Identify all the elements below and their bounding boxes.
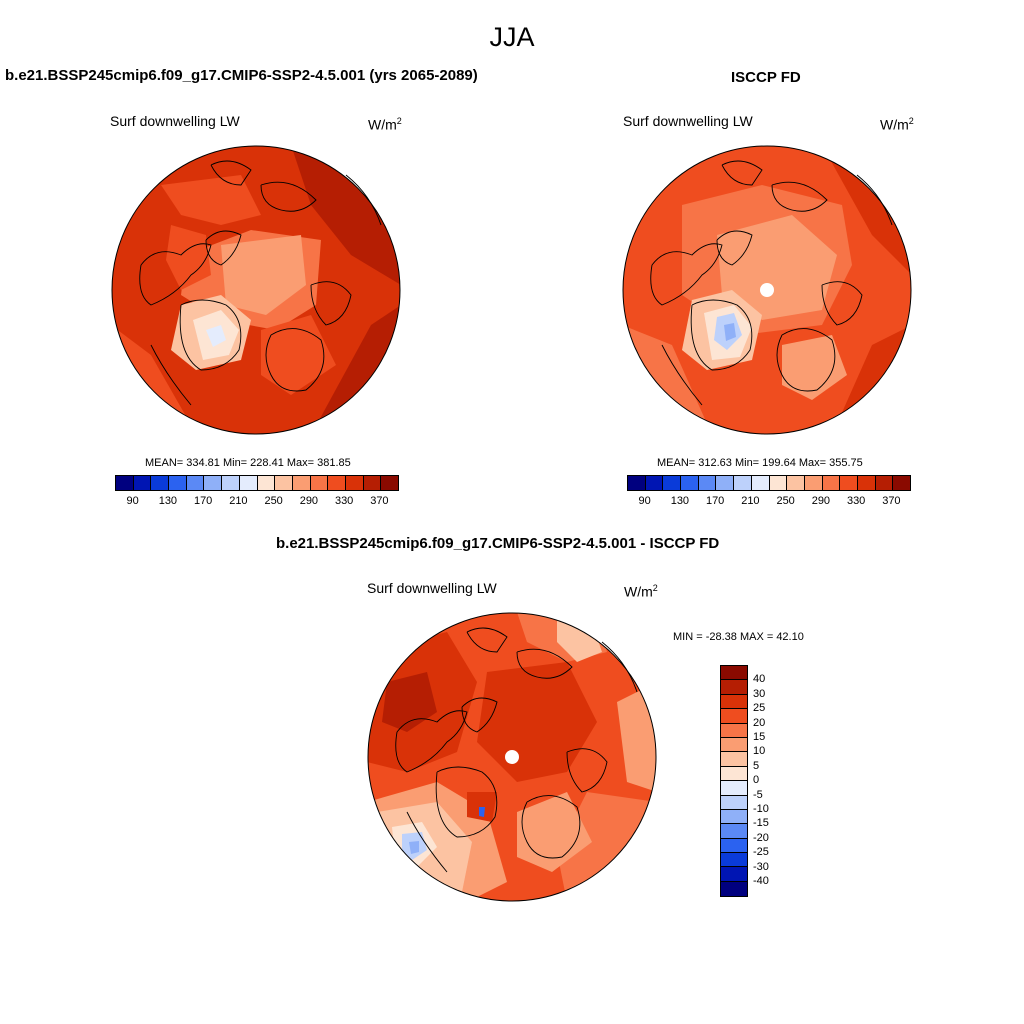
model-panel-title: b.e21.BSSP245cmip6.f09_g17.CMIP6-SSP2-4.… (5, 67, 478, 84)
colorbar-tick-label: -10 (753, 803, 769, 815)
colorbar-tick-label: 370 (882, 495, 901, 507)
colorbar-tick-label: -30 (753, 860, 769, 873)
colorbar-tick-label: 330 (846, 495, 866, 507)
colorbar-tick-label: 330 (334, 495, 354, 507)
diff-colorbar (720, 665, 748, 898)
diff-stats: MIN = -28.38 MAX = 42.10 (673, 631, 804, 643)
obs-colorbar (627, 475, 911, 491)
model-units-label: W/m2 (368, 116, 402, 133)
colorbar-tick-label: 370 (370, 495, 389, 507)
colorbar-swatch (857, 476, 876, 490)
diff-variable-label: Surf downwelling LW (367, 580, 497, 596)
diff-panel-title: b.e21.BSSP245cmip6.f09_g17.CMIP6-SSP2-4.… (276, 535, 720, 552)
colorbar-swatch (721, 881, 747, 897)
colorbar-tick-label: 130 (158, 495, 178, 507)
colorbar-swatch (328, 476, 346, 490)
colorbar-swatch (721, 809, 747, 825)
colorbar-swatch (257, 476, 276, 490)
model-variable-label: Surf downwelling LW (110, 113, 240, 129)
colorbar-swatch (151, 476, 170, 490)
obs-polar-map (622, 145, 912, 435)
colorbar-swatch (721, 781, 747, 796)
colorbar-tick-label: 170 (193, 495, 213, 507)
colorbar-swatch (721, 737, 747, 753)
colorbar-swatch (751, 476, 770, 490)
colorbar-swatch (169, 476, 187, 490)
colorbar-swatch (721, 694, 747, 710)
colorbar-tick-label: 5 (753, 759, 760, 772)
colorbar-swatch (769, 476, 788, 490)
colorbar-swatch (133, 476, 152, 490)
colorbar-tick-label: 290 (811, 495, 831, 507)
colorbar-swatch (363, 476, 382, 490)
figure-title: JJA (489, 22, 535, 52)
obs-stats: MEAN= 312.63 Min= 199.64 Max= 355.75 (657, 457, 863, 469)
colorbar-swatch (116, 476, 134, 490)
colorbar-swatch (893, 476, 910, 490)
diff-polar-map (367, 612, 657, 902)
diff-units-label: W/m2 (624, 583, 658, 600)
colorbar-tick-label: -25 (753, 846, 769, 859)
colorbar-tick-label: 25 (753, 702, 766, 715)
colorbar-swatch (721, 853, 747, 868)
model-colorbar (115, 475, 399, 491)
colorbar-swatch (239, 476, 258, 490)
colorbar-swatch (721, 766, 747, 782)
obs-panel-title: ISCCP FD (731, 69, 801, 86)
colorbar-swatch (310, 476, 329, 490)
colorbar-swatch (628, 476, 646, 490)
colorbar-tick-label: 130 (670, 495, 690, 507)
colorbar-swatch (721, 752, 747, 767)
model-polar-map (111, 145, 401, 435)
colorbar-swatch (721, 824, 747, 839)
colorbar-swatch (186, 476, 205, 490)
colorbar-swatch (222, 476, 240, 490)
colorbar-tick-label: 250 (776, 495, 795, 507)
colorbar-swatch (292, 476, 311, 490)
colorbar-swatch (345, 476, 364, 490)
colorbar-swatch (204, 476, 223, 490)
colorbar-tick-label: 30 (753, 687, 766, 700)
colorbar-tick-label: -15 (753, 817, 769, 830)
colorbar-swatch (381, 476, 398, 490)
colorbar-tick-label: 10 (753, 745, 766, 758)
colorbar-tick-label: 210 (741, 495, 760, 507)
colorbar-tick-label: -40 (753, 875, 769, 887)
colorbar-swatch (716, 476, 735, 490)
colorbar-swatch (875, 476, 894, 490)
colorbar-swatch (721, 867, 747, 882)
colorbar-tick-label: 290 (299, 495, 319, 507)
colorbar-swatch (721, 838, 747, 854)
colorbar-swatch (804, 476, 823, 490)
colorbar-swatch (822, 476, 841, 490)
colorbar-tick-label: 210 (229, 495, 248, 507)
colorbar-swatch (645, 476, 664, 490)
colorbar-tick-label: 90 (126, 495, 139, 507)
colorbar-swatch (840, 476, 858, 490)
colorbar-tick-label: 20 (753, 716, 766, 729)
colorbar-tick-label: 0 (753, 774, 760, 787)
model-stats: MEAN= 334.81 Min= 228.41 Max= 381.85 (145, 457, 351, 469)
colorbar-swatch (663, 476, 682, 490)
colorbar-tick-label: 90 (638, 495, 651, 507)
colorbar-swatch (734, 476, 752, 490)
colorbar-tick-label: 250 (264, 495, 283, 507)
colorbar-tick-label: -20 (753, 831, 769, 844)
colorbar-tick-label: 15 (753, 731, 766, 743)
colorbar-swatch (721, 666, 747, 681)
colorbar-tick-label: -5 (753, 788, 763, 801)
colorbar-swatch (721, 723, 747, 738)
colorbar-swatch (681, 476, 699, 490)
obs-variable-label: Surf downwelling LW (623, 113, 753, 129)
colorbar-tick-label: 40 (753, 673, 766, 686)
obs-units-label: W/m2 (880, 116, 914, 133)
colorbar-tick-label: 170 (705, 495, 725, 507)
colorbar-swatch (721, 680, 747, 695)
colorbar-swatch (275, 476, 293, 490)
colorbar-swatch (698, 476, 717, 490)
colorbar-swatch (721, 709, 747, 724)
colorbar-swatch (721, 795, 747, 810)
colorbar-swatch (787, 476, 805, 490)
